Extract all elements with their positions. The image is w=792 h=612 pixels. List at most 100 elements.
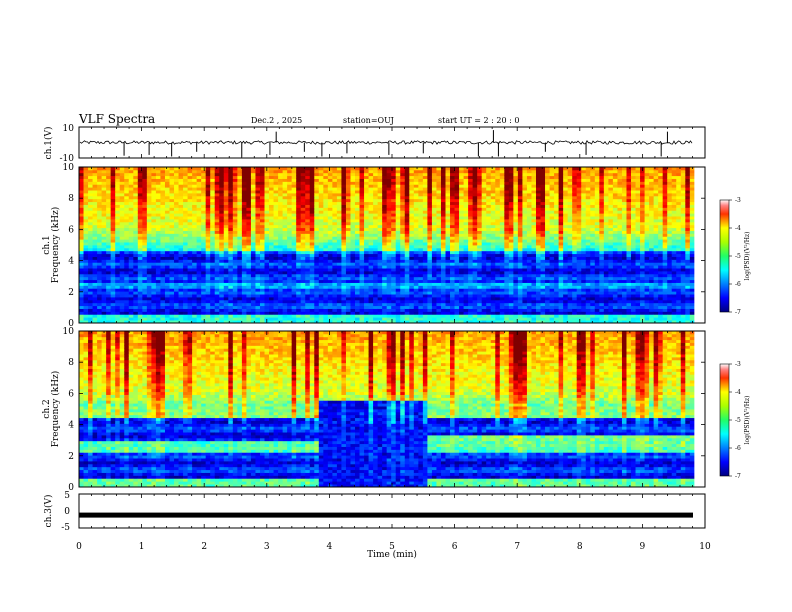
spectrogram-cell <box>422 276 428 281</box>
spectrogram-cell <box>155 279 161 283</box>
spectrogram-cell <box>323 262 329 266</box>
spectrogram-cell <box>345 279 351 283</box>
spectrogram-cell <box>391 317 397 321</box>
spectrogram-cell <box>101 305 107 309</box>
spectrogram-cell <box>440 230 446 234</box>
spectrogram-cell <box>187 213 193 217</box>
spectrogram-cell <box>88 302 93 307</box>
spectrogram-cell <box>155 317 161 321</box>
spectrogram-cell <box>413 167 419 171</box>
spectrogram-cell <box>463 282 469 286</box>
spectrogram-cell <box>418 224 424 229</box>
spectrogram-cell <box>468 320 474 324</box>
spectrogram-cell <box>219 299 225 304</box>
spectrogram-cell <box>228 259 234 263</box>
spectrogram-cell <box>440 285 446 289</box>
spectrogram-cell <box>318 204 324 208</box>
spectrogram-cell <box>237 210 243 214</box>
spectrogram-cell <box>427 259 433 263</box>
spectrogram-cell <box>450 227 455 231</box>
spectrogram-cell <box>373 320 379 324</box>
spectrogram-cell <box>79 299 84 304</box>
spectrogram-cell <box>106 167 112 171</box>
spectrogram-cell <box>291 317 297 321</box>
spectrogram-cell <box>210 317 216 321</box>
spectrogram-cell <box>468 250 474 255</box>
spectrogram-cell <box>305 288 311 292</box>
spectrogram-cell <box>142 207 148 211</box>
spectrogram-cell <box>155 242 161 246</box>
spectrogram-cell <box>183 250 188 255</box>
spectrogram-cell <box>101 242 107 246</box>
spectrogram-cell <box>341 285 347 289</box>
spectrogram-cell <box>146 167 152 171</box>
spectrogram-cell <box>427 276 433 281</box>
spectrogram-cell <box>214 178 220 182</box>
spectrogram-cell <box>228 230 234 234</box>
spectrogram-cell <box>137 288 143 292</box>
spectrogram-cell <box>83 210 89 214</box>
spectrogram-cell <box>314 299 320 304</box>
spectrogram-cell <box>151 302 157 307</box>
spectrogram-cell <box>391 210 397 214</box>
spectrogram-cell <box>255 253 261 257</box>
spectrogram-cell <box>409 193 415 197</box>
spectrogram-cell <box>223 201 229 205</box>
spectrogram-cell <box>187 314 193 318</box>
spectrogram-cell <box>454 207 460 211</box>
spectrogram-cell <box>404 259 410 263</box>
spectrogram-cell <box>395 233 401 237</box>
spectrogram-cell <box>477 201 483 205</box>
spectrogram-cell <box>463 195 469 200</box>
spectrogram-cell <box>350 279 356 283</box>
spectrogram-cell <box>291 210 297 214</box>
spectrogram-cell <box>400 242 406 246</box>
spectrogram-cell <box>450 279 455 283</box>
spectrogram-cell <box>241 305 247 309</box>
spectrogram-cell <box>164 245 170 249</box>
spectrogram-cell <box>246 184 252 188</box>
spectrogram-cell <box>377 169 383 174</box>
spectrogram-cell <box>400 250 406 255</box>
spectrogram-cell <box>395 253 401 257</box>
spectrogram-cell <box>391 285 397 289</box>
spectrogram-cell <box>472 187 478 191</box>
spectrogram-cell <box>119 294 125 298</box>
spectrogram-cell <box>97 276 103 281</box>
spectrogram-cell <box>377 285 383 289</box>
spectrogram-cell <box>431 224 437 229</box>
spectrogram-cell <box>160 190 166 194</box>
spectrogram-cell <box>296 198 302 203</box>
spectrogram-cell <box>146 172 152 177</box>
spectrogram-cell <box>364 204 369 208</box>
spectrogram-cell <box>296 169 302 174</box>
spectrogram-cell <box>264 190 270 194</box>
spectrogram-cell <box>463 305 469 309</box>
spectrogram-cell <box>400 175 406 179</box>
spectrogram-cell <box>350 233 356 237</box>
spectrogram-cell <box>151 253 157 257</box>
spectrogram-cell <box>422 299 428 304</box>
spectrogram-cell <box>400 305 406 309</box>
spectrogram-cell <box>472 317 478 321</box>
spectrogram-cell <box>196 216 202 220</box>
spectrogram-cell <box>427 288 433 292</box>
spectrogram-cell <box>133 167 139 171</box>
spectrogram-cell <box>327 294 333 298</box>
spectrogram-cell <box>445 221 451 226</box>
spectrogram-cell <box>368 297 374 301</box>
spectrogram-cell <box>359 195 365 200</box>
spectrogram-cell <box>332 256 338 260</box>
spectrogram-cell <box>318 250 324 255</box>
spectrogram-cell <box>133 242 139 246</box>
spectrogram-cell <box>83 172 89 177</box>
spectrogram-cell <box>336 230 342 234</box>
spectrogram-cell <box>201 172 207 177</box>
spectrogram-cell <box>418 271 424 275</box>
spectrogram-cell <box>83 224 89 229</box>
spectrogram-cell <box>160 193 166 197</box>
spectrogram-cell <box>164 273 170 278</box>
spectrogram-cell <box>219 265 225 269</box>
spectrogram-cell <box>124 178 130 182</box>
spectrogram-cell <box>309 230 315 234</box>
